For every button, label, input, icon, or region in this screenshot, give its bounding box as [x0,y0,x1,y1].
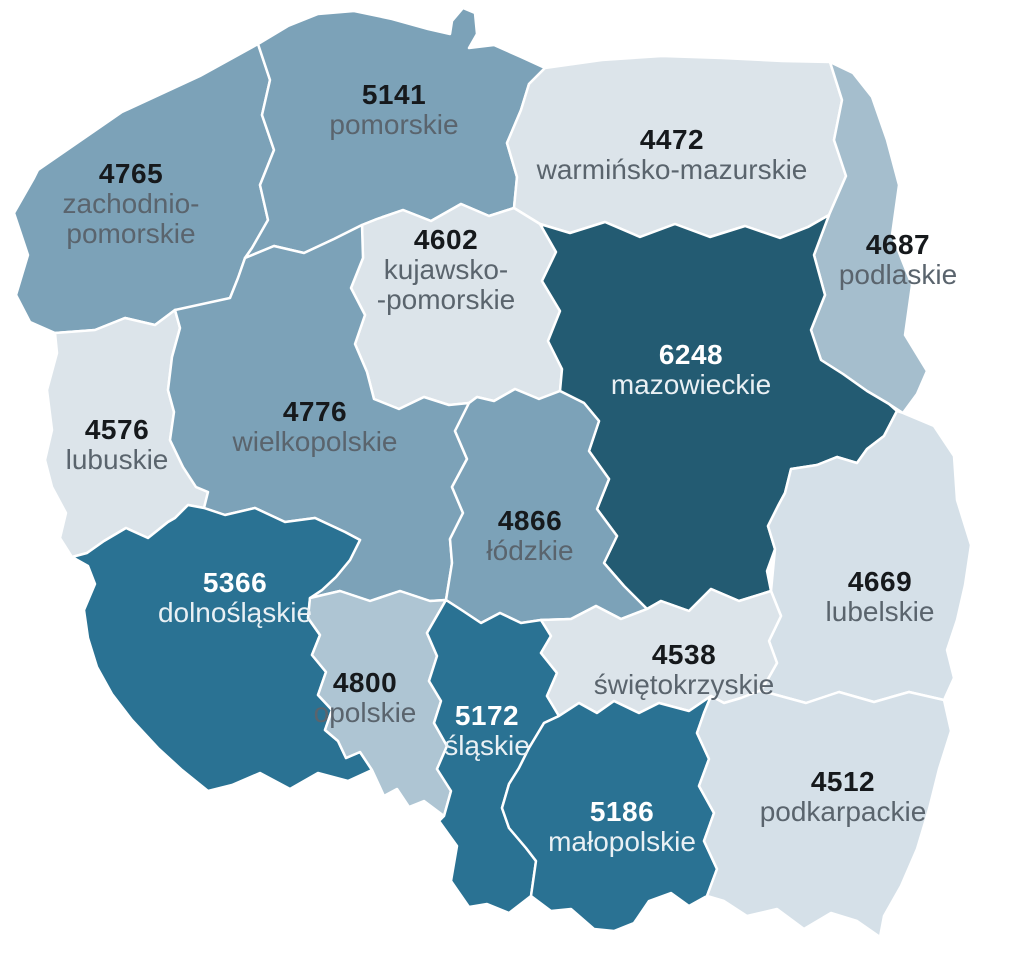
region-dolnoslaskie[interactable] [70,503,374,793]
region-malopolskie[interactable] [500,694,719,933]
region-kujawsko-pomorskie[interactable] [349,202,564,411]
region-podkarpackie[interactable] [695,689,953,939]
region-opolskie[interactable] [306,589,453,818]
region-warminsko-mazurskie[interactable] [505,54,848,240]
